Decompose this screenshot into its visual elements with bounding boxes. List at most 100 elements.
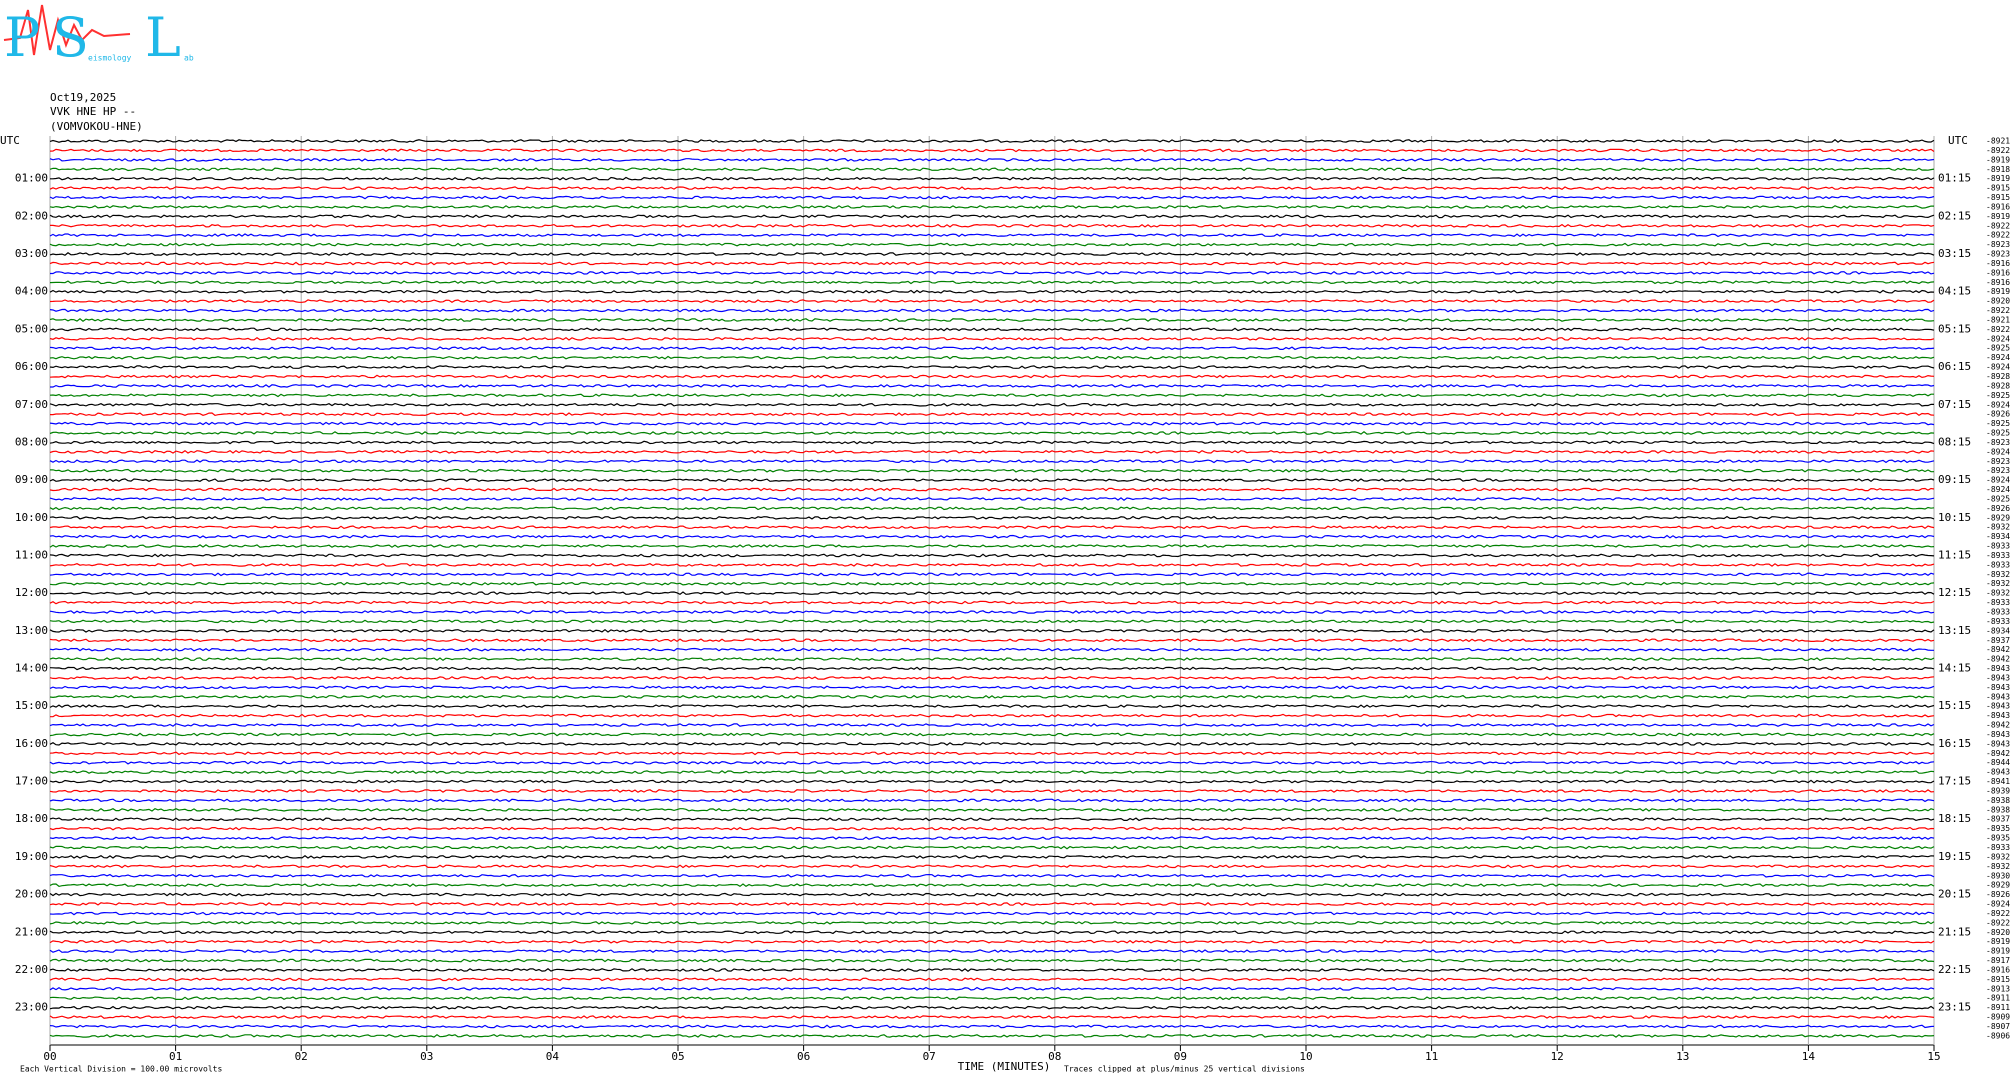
right-time-label: 07:15 [1938,398,1971,411]
offset-label: -8909 [1986,1013,2010,1022]
offset-label: -8933 [1986,542,2010,551]
right-time-label: 10:15 [1938,511,1971,524]
left-time-label: 04:00 [15,285,48,298]
offset-label: -8915 [1986,975,2010,984]
trace [49,902,1935,906]
offset-label: -8928 [1986,372,2010,381]
offset-label: -8922 [1986,918,2010,927]
right-time-label: 15:15 [1938,699,1971,712]
trace [49,515,1935,520]
offset-label: -8911 [1986,1003,2010,1012]
trace [49,562,1935,567]
offset-label: -8943 [1986,673,2010,682]
offset-label: -8906 [1986,1031,2010,1040]
trace [49,525,1935,530]
trace [49,939,1935,944]
trace [49,873,1935,878]
trace [49,280,1935,285]
offset-label: -8934 [1986,532,2010,541]
x-axis-title: TIME (MINUTES) [958,1060,1051,1073]
offset-label: -8919 [1986,287,2010,296]
trace [49,544,1935,548]
offset-label: -8933 [1986,617,2010,626]
trace [49,261,1935,266]
offset-label: -8933 [1986,608,2010,617]
x-tick-label: 11 [1425,1050,1438,1063]
trace [49,723,1935,727]
offset-label: -8922 [1986,325,2010,334]
trace [50,713,1935,718]
clip-note: Traces clipped at plus/minus 25 vertical… [1064,1065,1305,1074]
right-time-label: 05:15 [1938,322,1971,335]
offset-label: -8932 [1986,862,2010,871]
trace [49,986,1935,991]
right-time-label: 09:15 [1938,473,1971,486]
left-time-label: 01:00 [15,172,48,185]
trace [49,911,1935,916]
logo: P S L eismology ab [3,4,194,69]
offset-label: -8918 [1986,165,2010,174]
trace [49,308,1935,313]
offset-label: -8942 [1986,721,2010,730]
left-time-label: 06:00 [15,360,48,373]
trace [49,685,1935,690]
offset-label: -8926 [1986,890,2010,899]
trace [49,845,1935,850]
right-time-label: 23:15 [1938,1001,1971,1014]
offset-label: -8922 [1986,146,2010,155]
offset-label: -8943 [1986,730,2010,739]
left-time-label: 21:00 [15,925,48,938]
offset-label: -8925 [1986,419,2010,428]
left-time-label: 10:00 [15,511,48,524]
offset-label: -8916 [1986,965,2010,974]
offset-label: -8925 [1986,494,2010,503]
trace [49,1005,1935,1010]
offset-label: -8937 [1986,636,2010,645]
left-time-label: 03:00 [15,247,48,260]
offset-label: -8919 [1986,937,2010,946]
date: Oct19,2025 [50,91,116,104]
offset-label: -8939 [1986,786,2010,795]
x-tick-label: 03 [420,1050,433,1063]
trace [49,694,1935,699]
right-time-label: 06:15 [1938,360,1971,373]
trace [49,299,1935,304]
right-time-label: 11:15 [1938,548,1971,561]
trace [49,619,1935,624]
offset-label: -8916 [1986,202,2010,211]
offset-label: -8928 [1986,381,2010,390]
offset-label: -8923 [1986,466,2010,475]
trace [49,139,1935,143]
trace [49,949,1935,954]
offset-label: -8943 [1986,702,2010,711]
trace [49,402,1935,407]
right-time-label: 22:15 [1938,963,1971,976]
offset-label: -8919 [1986,947,2010,956]
offset-label: -8944 [1986,758,2010,767]
site: (VOMVOKOU-HNE) [50,120,143,133]
offset-label: -8938 [1986,805,2010,814]
x-tick-label: 06 [797,1050,810,1063]
trace [49,836,1935,840]
scale-note: Each Vertical Division = 100.00 microvol… [20,1065,222,1074]
trace [49,798,1935,803]
offset-label: -8935 [1986,834,2010,843]
trace [49,497,1935,501]
trace [49,572,1935,577]
left-time-label: 16:00 [15,737,48,750]
left-time-label: 15:00 [15,699,48,712]
offset-label: -8932 [1986,852,2010,861]
trace [50,176,1935,181]
left-axis-title: UTC [0,134,20,147]
offset-label: -8930 [1986,871,2010,880]
right-time-label: 14:15 [1938,662,1971,675]
x-tick-label: 04 [546,1050,560,1063]
trace [49,958,1935,963]
trace [49,336,1935,341]
trace [49,610,1935,614]
offset-label: -8915 [1986,193,2010,202]
offset-label: -8925 [1986,391,2010,400]
left-time-label: 14:00 [15,662,48,675]
offset-label: -8919 [1986,212,2010,221]
logo-text: eismology [88,54,132,63]
